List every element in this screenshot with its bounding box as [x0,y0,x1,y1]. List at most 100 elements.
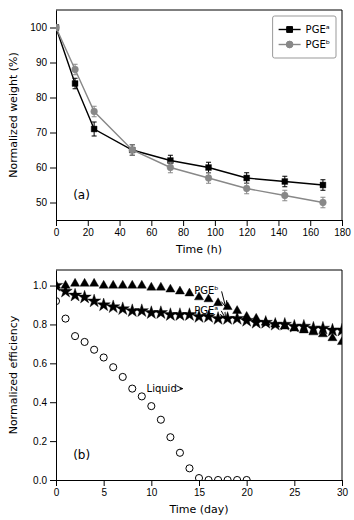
point [243,476,250,480]
series [56,279,342,336]
x-tick: 0 [54,480,60,498]
error-bar [92,106,97,117]
y-tick: 60 [36,162,56,173]
y-tick: 70 [36,127,56,138]
point [205,476,212,480]
point [118,280,127,288]
point [56,298,60,305]
y-tick-label: 100 [30,22,47,33]
x-tick: 80 [178,220,190,238]
annotation-arrow [180,388,183,389]
x-tick: 25 [289,480,301,498]
point [91,126,97,132]
x-tick-label: 20 [83,227,95,238]
point [91,346,98,353]
panel: 0204060801001201401601805060708090100(a)… [7,10,351,256]
x-tick-label: 60 [146,227,158,238]
point [137,280,146,288]
x-tick-mark [342,480,343,486]
point [78,290,91,303]
y-tick-label: 0.8 [33,319,47,330]
panel-title: (a) [73,188,90,202]
error-bar [244,173,249,184]
point [281,192,288,199]
x-tick-mark [151,480,152,486]
x-tick-label: 100 [207,227,224,238]
x-tick-label: 5 [101,487,107,498]
y-tick-mark [50,133,56,134]
x-tick-mark [310,220,311,226]
point [234,476,241,480]
legend-item: PGEᵇ [279,39,330,50]
point [129,147,136,154]
point [282,179,288,185]
y-tick-mark [50,324,56,325]
y-tick-mark [50,286,56,287]
x-tick-label: 0 [54,227,60,238]
point [135,304,148,317]
y-tick-label: 90 [36,57,48,68]
y-tick: 50 [36,197,56,208]
point [240,314,253,327]
point [278,317,291,330]
point [100,354,107,361]
annotation-arrow [221,311,225,319]
error-bar [282,176,287,187]
x-tick: 60 [146,220,158,238]
point [167,164,174,171]
y-axis-title: Normalized efficiency [7,315,20,434]
series [56,298,250,480]
x-tick: 0 [54,220,60,238]
y-axis-line [56,11,57,221]
x-tick: 100 [207,220,224,238]
point [259,316,272,329]
error-bar [282,190,287,201]
y-tick-label: 0.6 [33,358,47,369]
y-tick-label: 50 [36,197,48,208]
point [148,403,155,410]
annotation: PGEᵃ [194,305,218,316]
point [337,337,342,345]
x-tick-label: 40 [114,227,126,238]
point [62,315,69,322]
point [186,465,193,472]
point [320,182,326,188]
x-tick: 30 [337,480,349,498]
x-tick: 160 [302,220,319,238]
y-tick-mark [50,402,56,403]
x-tick-mark [278,220,279,226]
point [71,278,80,286]
frame-right [342,10,343,220]
point [129,147,135,153]
x-tick-label: 160 [302,227,319,238]
point [116,302,129,315]
point [224,476,231,480]
error-bar [206,173,211,184]
point [154,306,167,319]
legend-box [273,16,336,58]
annotation: PGEᵇ [194,285,218,296]
plot-area: 0204060801001201401601805060708090100(a)… [30,10,351,238]
x-tick-mark [104,480,105,486]
x-tick-mark [183,220,184,226]
x-tick: 5 [101,480,107,498]
point [80,278,89,286]
y-tick-mark [50,363,56,364]
legend-label: PGEᵃ [306,24,330,35]
y-tick-mark [50,28,56,29]
point [97,298,110,311]
x-tick-mark [151,220,152,226]
error-bar [73,64,78,75]
point [56,24,59,31]
frame-right [342,270,343,480]
legend-item: PGEᵃ [279,24,330,35]
x-axis: 051015202530 [54,480,349,498]
y-tick: 0.2 [33,436,56,447]
x-tick-label: 180 [334,227,351,238]
error-bar [168,162,173,173]
x-tick-label: 20 [242,487,254,498]
x-tick-mark [294,480,295,486]
point [90,278,99,286]
x-tick-mark [342,220,343,226]
annotation: Liquid [147,383,177,394]
